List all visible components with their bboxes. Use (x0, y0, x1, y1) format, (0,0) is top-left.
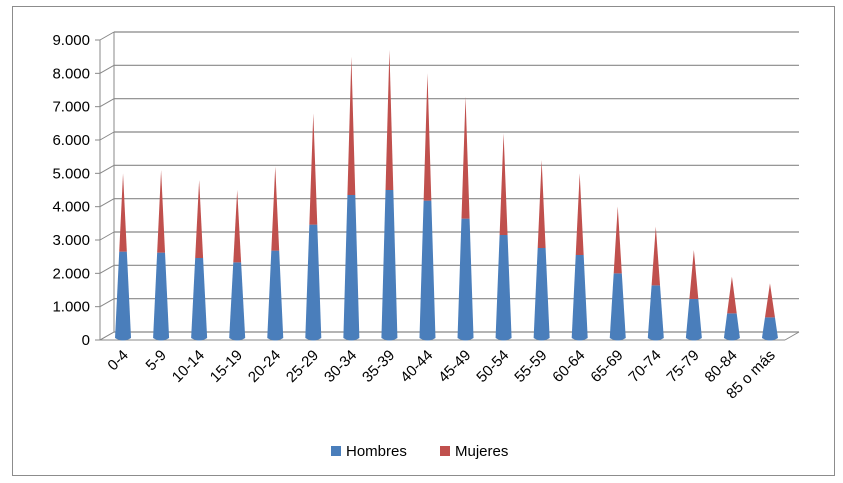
bar-mujeres (461, 96, 470, 219)
y-tick-label: 4.000 (52, 199, 90, 216)
bar-mujeres (727, 276, 737, 314)
bar-hombres (343, 195, 360, 341)
bar-mujeres (613, 206, 622, 274)
x-tick-label: 20-24 (245, 347, 284, 386)
x-tick-label: 70-74 (625, 347, 664, 386)
x-tick-label: 35-39 (359, 347, 398, 386)
y-tick-label: 9.000 (52, 32, 90, 49)
bar-hombres (723, 313, 740, 341)
bar-hombres (571, 255, 588, 341)
bar-mujeres (195, 180, 204, 258)
bar-hombres (419, 200, 436, 341)
x-tick-label: 30-34 (321, 347, 360, 386)
bar-hombres (267, 250, 284, 341)
bar-hombres (115, 251, 132, 341)
bar-mujeres (651, 226, 661, 286)
x-tick-label: 50-54 (473, 347, 512, 386)
x-tick-label: 40-44 (397, 347, 436, 386)
legend-swatch-hombres (331, 446, 341, 456)
bars (115, 50, 778, 341)
bar-mujeres (385, 50, 394, 190)
bar-hombres (191, 258, 208, 341)
bar-hombres (153, 252, 170, 341)
x-tick-label: 55-59 (511, 347, 550, 386)
x-tick-label: 75-79 (664, 347, 703, 386)
bar-hombres (381, 190, 398, 341)
gridlines (95, 31, 799, 341)
x-tick-label: 15-19 (207, 347, 246, 386)
x-tick-label: 10-14 (169, 347, 208, 386)
y-tick-label: 7.000 (52, 99, 90, 116)
legend: Hombres Mujeres (331, 443, 508, 460)
x-tick-label: 60-64 (549, 347, 588, 386)
bar-mujeres (347, 56, 356, 195)
bar-mujeres (233, 190, 242, 263)
bar-mujeres (537, 160, 546, 248)
legend-swatch-mujeres (440, 446, 450, 456)
bar-mujeres (423, 73, 432, 201)
legend-label-mujeres: Mujeres (455, 443, 508, 460)
bar-mujeres (119, 173, 127, 252)
bar-hombres (533, 248, 550, 341)
bar-mujeres (271, 166, 280, 251)
bar-mujeres (157, 170, 166, 253)
bar-hombres (685, 299, 702, 341)
bar-hombres (229, 262, 246, 341)
x-tick-label: 5-9 (143, 347, 170, 374)
bar-mujeres (499, 133, 508, 235)
y-tick-label: 3.000 (52, 232, 90, 249)
bar-mujeres (689, 250, 699, 299)
legend-label-hombres: Hombres (346, 443, 407, 460)
bar-mujeres (764, 283, 775, 318)
y-tick-label: 6.000 (52, 132, 90, 149)
x-axis-ticks: 0-4 5-910-1415-1920-2425-2930-3435-3940-4… (105, 347, 779, 403)
y-tick-label: 5.000 (52, 165, 90, 182)
bar-hombres (761, 317, 778, 341)
y-tick-label: 2.000 (52, 265, 90, 282)
y-tick-label: 1.000 (52, 299, 90, 316)
y-tick-label: 0 (82, 332, 90, 349)
bar-mujeres (575, 173, 584, 255)
x-tick-label: 65-69 (587, 347, 626, 386)
bar-hombres (495, 235, 512, 341)
x-tick-label: 25-29 (283, 347, 322, 386)
y-axis-ticks: 0 1.000 2.000 3.000 4.000 5.000 6.000 7.000 8.00… (52, 32, 90, 349)
bar-hombres (305, 224, 322, 341)
bar-hombres (457, 218, 474, 341)
bar-mujeres (309, 113, 318, 225)
x-tick-label: 45-49 (435, 347, 474, 386)
bar-hombres (609, 273, 626, 341)
bar-hombres (647, 285, 664, 341)
x-tick-label: 0-4 (105, 347, 132, 374)
y-tick-label: 8.000 (52, 65, 90, 82)
